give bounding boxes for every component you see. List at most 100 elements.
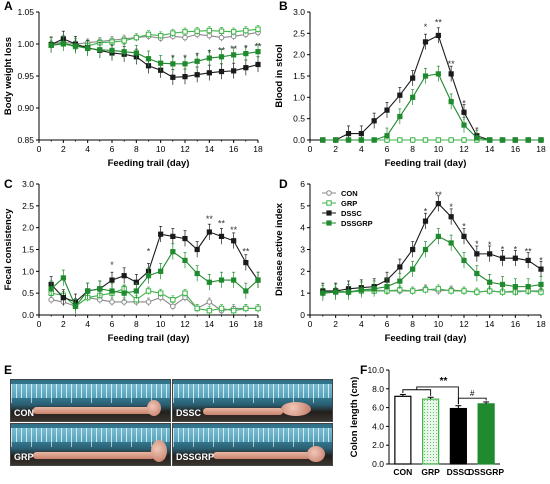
data-point	[410, 266, 416, 272]
significance-mark: **	[218, 45, 226, 55]
y-axis-label: Disease active index	[274, 202, 285, 296]
significance-mark: **	[254, 42, 262, 52]
data-point	[255, 61, 261, 68]
significance-mark: **	[230, 44, 238, 54]
y-tick-label: 1	[300, 288, 305, 298]
data-point	[422, 137, 429, 143]
data-point	[512, 255, 518, 261]
photo-label-dssc: DSSC	[176, 408, 202, 418]
significance-mark: *	[514, 245, 518, 255]
data-point	[121, 49, 127, 55]
data-point	[397, 264, 403, 270]
data-point	[182, 29, 188, 35]
x-tick-label: 10	[434, 144, 444, 154]
data-point	[231, 68, 237, 74]
data-point	[409, 288, 416, 294]
data-point	[194, 58, 200, 64]
data-point	[448, 214, 454, 220]
significance-mark: *	[147, 247, 151, 257]
y-tick-label: 0.0	[372, 459, 384, 469]
bar-grp	[422, 398, 440, 465]
y-tick-label: 0.85	[17, 135, 34, 145]
data-point	[422, 39, 429, 45]
data-point	[133, 288, 139, 294]
legend-label: DSSGRP	[341, 219, 373, 228]
data-point	[525, 284, 531, 290]
series-dssgrp	[48, 243, 261, 315]
x-category-label: GRP	[421, 467, 440, 477]
x-tick-label: 6	[110, 144, 115, 154]
panel-letter: A	[4, 0, 13, 13]
colon-photo-dssc: DSSC	[172, 379, 333, 422]
panel-letter: E	[4, 363, 12, 377]
x-tick-label: 10	[434, 319, 444, 329]
series-dssc	[48, 223, 261, 310]
data-point	[170, 297, 176, 303]
data-point	[170, 303, 176, 310]
data-point	[384, 133, 390, 139]
data-point	[109, 277, 115, 283]
data-point	[121, 273, 127, 279]
y-axis-label: Blood in stool	[274, 44, 285, 107]
x-tick-label: 14	[485, 319, 495, 329]
x-tick-label: 4	[85, 319, 90, 329]
significance-mark: **	[440, 376, 448, 387]
y-tick-label: 0.0	[293, 135, 305, 145]
data-point	[206, 279, 212, 285]
y-tick-label: 4.0	[372, 421, 384, 431]
data-point	[371, 286, 377, 292]
data-point	[461, 109, 467, 115]
x-category-label: DSSGRP	[468, 467, 504, 477]
x-tick-label: 16	[229, 319, 239, 329]
panel-a: 0 2 4 6 8 10 12 14 16 18 0.85 0.90 0.95 1.00 1.05 Feedi…	[3, 0, 263, 169]
data-point	[525, 137, 531, 143]
x-tick-label: 0	[308, 144, 313, 154]
x-tick-label: 18	[253, 144, 263, 154]
y-tick-label: 1.00	[17, 39, 34, 49]
x-axis-label: Feeding trail (day)	[108, 333, 190, 344]
data-point	[487, 251, 493, 257]
data-point	[206, 70, 212, 76]
x-tick-label: 2	[61, 319, 66, 329]
y-tick-label: 0	[300, 310, 305, 320]
data-point	[170, 30, 176, 36]
panel-letter: B	[279, 0, 288, 13]
data-point	[231, 277, 237, 283]
data-point	[255, 277, 261, 283]
data-point	[397, 278, 403, 284]
data-point	[218, 233, 225, 240]
data-point	[397, 137, 403, 143]
x-axis-label: Feeding trail (day)	[385, 333, 467, 344]
significance-mark: *	[501, 245, 505, 255]
bar-dssc	[449, 407, 467, 465]
data-point	[206, 299, 213, 305]
significance-mark: *	[424, 206, 428, 216]
data-point	[422, 246, 429, 253]
data-point	[109, 47, 115, 53]
y-tick-label: 6.0	[372, 403, 384, 413]
data-point	[121, 38, 127, 44]
data-point	[461, 257, 467, 264]
x-tick-label: 0	[308, 319, 313, 329]
data-point	[538, 281, 544, 288]
x-tick-label: 4	[359, 144, 364, 154]
data-point	[358, 137, 364, 143]
data-point	[371, 137, 377, 143]
data-point	[243, 259, 249, 266]
x-tick-label: 8	[134, 319, 139, 329]
y-tick-label: 0.0	[22, 310, 34, 320]
significance-mark: **	[242, 247, 250, 257]
y-tick-label: 1.05	[17, 7, 34, 17]
y-tick-label: 0.95	[17, 71, 34, 81]
data-point	[182, 34, 188, 41]
x-tick-label: 18	[536, 144, 546, 154]
data-point	[525, 257, 531, 264]
series-dssc	[48, 30, 261, 85]
x-tick-label: 6	[110, 319, 115, 329]
significance-mark: **	[206, 214, 214, 224]
series-line	[50, 231, 259, 303]
significance-mark: **	[525, 247, 533, 257]
series-line	[322, 34, 541, 141]
significance-mark: *	[539, 255, 543, 265]
data-point	[461, 233, 467, 240]
